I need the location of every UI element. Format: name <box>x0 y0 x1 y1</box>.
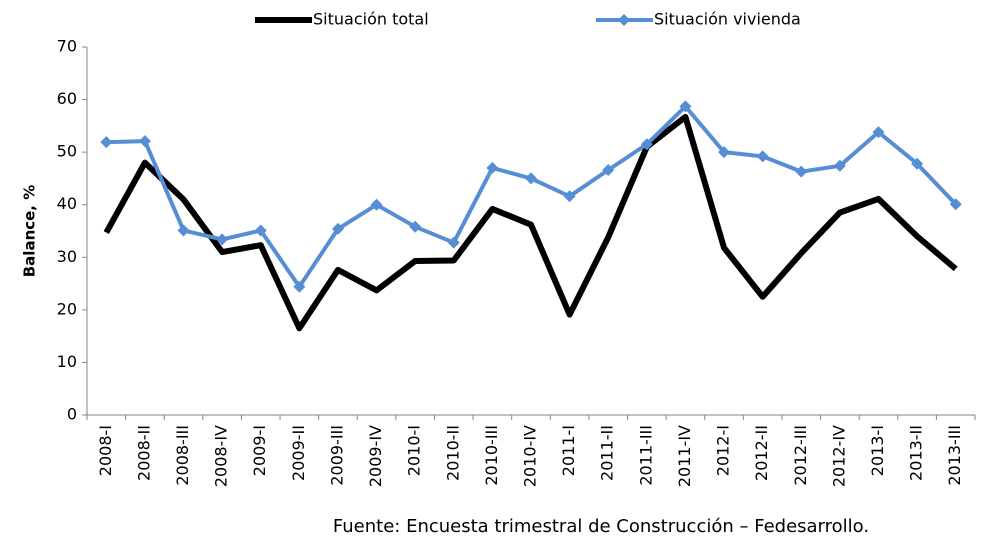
x-tick-label: 2009-IV <box>366 425 385 487</box>
legend-marker <box>618 14 630 26</box>
marker <box>177 224 190 237</box>
x-tick-label: 2012-III <box>791 425 810 486</box>
y-tick-label: 70 <box>57 37 77 56</box>
x-tick-label: 2009-III <box>327 425 346 486</box>
series-line <box>106 104 958 289</box>
marker <box>563 190 576 203</box>
legend-label: Situación total <box>313 10 429 29</box>
y-tick-label: 0 <box>67 405 77 424</box>
marker <box>911 157 924 170</box>
x-tick-label: 2012-II <box>752 425 771 481</box>
y-tick-label: 50 <box>57 142 77 161</box>
x-tick-label: 2008-II <box>134 425 153 481</box>
marker <box>370 198 383 211</box>
y-tick-label: 60 <box>57 89 77 108</box>
x-tick-label: 2010-IV <box>521 425 540 487</box>
marker <box>949 198 962 211</box>
x-tick-label: 2013-III <box>945 425 964 486</box>
marker <box>216 233 229 246</box>
x-tick-label: 2011-IV <box>675 425 694 487</box>
x-tick-label: 2013-II <box>907 425 926 481</box>
x-tick-label: 2011-II <box>598 425 617 481</box>
x-tick-label: 2012-IV <box>829 425 848 487</box>
x-tick-label: 2010-II <box>443 425 462 481</box>
x-tick-label: 2008-III <box>173 425 192 486</box>
marker <box>718 146 731 159</box>
marker <box>409 220 422 233</box>
x-tick-label: 2013-I <box>868 425 887 476</box>
marker <box>756 150 769 163</box>
marker <box>833 159 846 172</box>
y-tick-label: 10 <box>57 352 77 371</box>
x-tick-label: 2011-III <box>636 425 655 486</box>
y-axis-label: Balance, % <box>21 185 39 278</box>
x-tick-label: 2012-I <box>714 425 733 476</box>
marker <box>486 161 499 174</box>
marker <box>293 280 306 293</box>
y-tick-label: 20 <box>57 299 77 318</box>
marker <box>138 135 151 148</box>
x-tick-label: 2008-I <box>96 425 115 476</box>
marker <box>525 172 537 185</box>
marker <box>795 165 808 178</box>
x-tick-label: 2010-I <box>405 425 424 476</box>
x-tick-label: 2009-II <box>289 425 308 481</box>
marker <box>447 236 460 249</box>
y-tick-label: 40 <box>57 194 77 213</box>
marker <box>640 138 653 151</box>
series-line <box>103 113 958 332</box>
source-note: Fuente: Encuesta trimestral de Construcc… <box>333 516 869 537</box>
marker <box>679 100 692 113</box>
marker <box>100 136 113 149</box>
marker <box>602 164 615 177</box>
x-tick-label: 2011-I <box>559 425 578 476</box>
legend-label: Situación vivienda <box>654 10 801 29</box>
x-tick-label: 2008-IV <box>212 425 231 487</box>
marker <box>331 222 344 235</box>
marker <box>872 126 885 139</box>
marker <box>254 224 267 237</box>
x-tick-label: 2010-III <box>482 425 501 486</box>
y-tick-label: 30 <box>57 247 77 266</box>
x-tick-label: 2009-I <box>250 425 269 476</box>
